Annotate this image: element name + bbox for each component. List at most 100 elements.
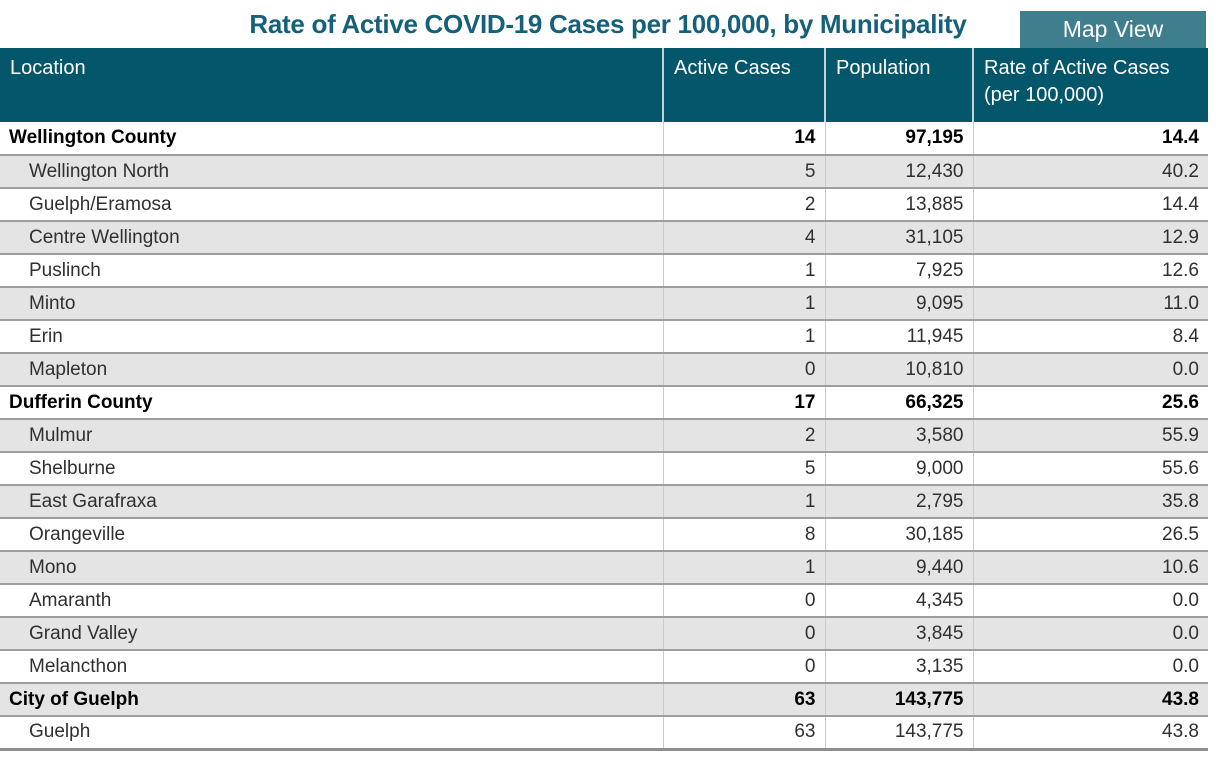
cell-rate[interactable]: 10.6 [972,551,1208,585]
cell-rate[interactable]: 0.0 [972,617,1208,651]
column-header-population[interactable]: Population [824,48,973,122]
table-row-municipality[interactable]: East Garafraxa 1 2,795 35.8 [0,485,1208,519]
cell-active-cases[interactable]: 5 [662,155,825,189]
cell-population[interactable]: 97,195 [824,122,973,156]
table-row-municipality[interactable]: Guelph 63 143,775 43.8 [0,716,1208,751]
cell-rate[interactable]: 0.0 [972,584,1208,618]
cell-rate[interactable]: 12.9 [972,221,1208,255]
cell-rate[interactable]: 0.0 [972,650,1208,684]
cell-active-cases[interactable]: 2 [662,419,825,453]
cell-population[interactable]: 9,440 [824,551,973,585]
table-row-municipality[interactable]: Grand Valley 0 3,845 0.0 [0,617,1208,651]
cell-active-cases[interactable]: 14 [662,122,825,156]
cell-rate[interactable]: 55.6 [972,452,1208,486]
column-header-location[interactable]: Location [0,48,663,122]
cell-active-cases[interactable]: 5 [662,452,825,486]
table-row-municipality[interactable]: Amaranth 0 4,345 0.0 [0,584,1208,618]
cell-rate[interactable]: 25.6 [972,386,1208,420]
cell-active-cases[interactable]: 0 [662,584,825,618]
cell-rate[interactable]: 55.9 [972,419,1208,453]
cell-location[interactable]: Centre Wellington [0,221,663,255]
cell-rate[interactable]: 12.6 [972,254,1208,288]
table-row-municipality[interactable]: Mapleton 0 10,810 0.0 [0,353,1208,387]
table-row-group-total[interactable]: Wellington County 14 97,195 14.4 [0,122,1208,156]
cell-location[interactable]: Melancthon [0,650,663,684]
cell-location[interactable]: Mono [0,551,663,585]
cell-rate[interactable]: 26.5 [972,518,1208,552]
cell-rate[interactable]: 14.4 [972,188,1208,222]
table-row-municipality[interactable]: Erin 1 11,945 8.4 [0,320,1208,354]
table-row-municipality[interactable]: Minto 1 9,095 11.0 [0,287,1208,321]
table-row-municipality[interactable]: Puslinch 1 7,925 12.6 [0,254,1208,288]
cell-location[interactable]: Grand Valley [0,617,663,651]
cell-active-cases[interactable]: 17 [662,386,825,420]
table-row-municipality[interactable]: Mulmur 2 3,580 55.9 [0,419,1208,453]
map-view-button[interactable]: Map View [1020,11,1206,48]
cell-population[interactable]: 13,885 [824,188,973,222]
cell-location[interactable]: Erin [0,320,663,354]
cell-population[interactable]: 3,135 [824,650,973,684]
cell-population[interactable]: 143,775 [824,716,973,751]
cell-rate[interactable]: 43.8 [972,716,1208,751]
cell-population[interactable]: 30,185 [824,518,973,552]
cell-rate[interactable]: 40.2 [972,155,1208,189]
cell-active-cases[interactable]: 1 [662,254,825,288]
cell-rate[interactable]: 8.4 [972,320,1208,354]
cell-location[interactable]: Wellington North [0,155,663,189]
cell-active-cases[interactable]: 1 [662,485,825,519]
cell-location[interactable]: City of Guelph [0,683,663,717]
cell-population[interactable]: 10,810 [824,353,973,387]
cell-population[interactable]: 31,105 [824,221,973,255]
cell-rate[interactable]: 11.0 [972,287,1208,321]
cell-location[interactable]: Wellington County [0,122,663,156]
table-row-municipality[interactable]: Mono 1 9,440 10.6 [0,551,1208,585]
cell-location[interactable]: East Garafraxa [0,485,663,519]
cell-rate[interactable]: 14.4 [972,122,1208,156]
column-header-rate[interactable]: Rate of Active Cases (per 100,000) [972,48,1208,122]
cell-location[interactable]: Mulmur [0,419,663,453]
cell-active-cases[interactable]: 0 [662,650,825,684]
cell-active-cases[interactable]: 0 [662,617,825,651]
cell-location[interactable]: Mapleton [0,353,663,387]
column-header-active-cases[interactable]: Active Cases [662,48,825,122]
cell-active-cases[interactable]: 4 [662,221,825,255]
table-row-municipality[interactable]: Wellington North 5 12,430 40.2 [0,155,1208,189]
cell-population[interactable]: 4,345 [824,584,973,618]
cell-location[interactable]: Guelph [0,716,663,751]
cell-location[interactable]: Orangeville [0,518,663,552]
cell-location[interactable]: Shelburne [0,452,663,486]
cell-active-cases[interactable]: 0 [662,353,825,387]
table-row-group-total[interactable]: City of Guelph 63 143,775 43.8 [0,683,1208,717]
cell-active-cases[interactable]: 2 [662,188,825,222]
cell-population[interactable]: 9,000 [824,452,973,486]
cell-population[interactable]: 7,925 [824,254,973,288]
cell-population[interactable]: 3,845 [824,617,973,651]
table-row-municipality[interactable]: Melancthon 0 3,135 0.0 [0,650,1208,684]
cell-location[interactable]: Puslinch [0,254,663,288]
cell-population[interactable]: 143,775 [824,683,973,717]
cell-rate[interactable]: 35.8 [972,485,1208,519]
cell-population[interactable]: 9,095 [824,287,973,321]
cell-location[interactable]: Minto [0,287,663,321]
cell-active-cases[interactable]: 63 [662,683,825,717]
cell-rate[interactable]: 43.8 [972,683,1208,717]
table-row-municipality[interactable]: Orangeville 8 30,185 26.5 [0,518,1208,552]
table-row-group-total[interactable]: Dufferin County 17 66,325 25.6 [0,386,1208,420]
cell-active-cases[interactable]: 1 [662,551,825,585]
cell-population[interactable]: 12,430 [824,155,973,189]
table-row-municipality[interactable]: Centre Wellington 4 31,105 12.9 [0,221,1208,255]
cell-location[interactable]: Dufferin County [0,386,663,420]
cell-active-cases[interactable]: 1 [662,287,825,321]
cell-location[interactable]: Amaranth [0,584,663,618]
cell-active-cases[interactable]: 1 [662,320,825,354]
table-row-municipality[interactable]: Guelph/Eramosa 2 13,885 14.4 [0,188,1208,222]
cell-active-cases[interactable]: 63 [662,716,825,751]
cell-population[interactable]: 11,945 [824,320,973,354]
cell-rate[interactable]: 0.0 [972,353,1208,387]
table-row-municipality[interactable]: Shelburne 5 9,000 55.6 [0,452,1208,486]
cell-location[interactable]: Guelph/Eramosa [0,188,663,222]
cell-population[interactable]: 66,325 [824,386,973,420]
cell-active-cases[interactable]: 8 [662,518,825,552]
cell-population[interactable]: 3,580 [824,419,973,453]
cell-population[interactable]: 2,795 [824,485,973,519]
